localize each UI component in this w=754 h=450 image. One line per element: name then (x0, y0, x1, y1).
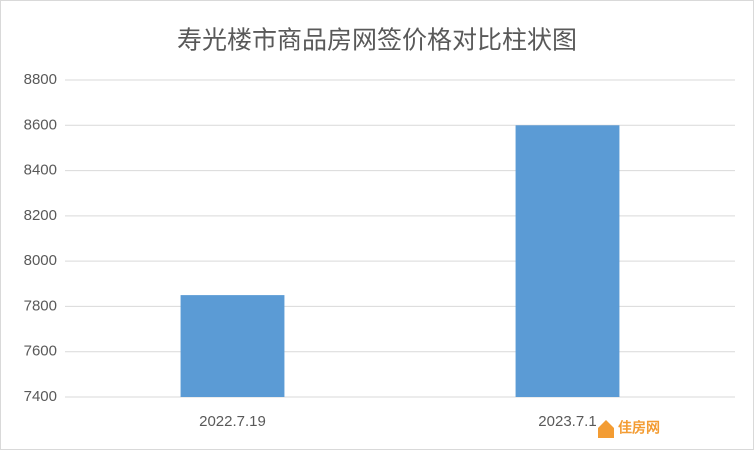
y-tick-label: 8600 (24, 116, 57, 133)
x-tick-label: 2023.7.1 (538, 413, 596, 430)
y-tick-label: 7600 (24, 343, 57, 360)
y-tick-label: 8800 (24, 71, 57, 88)
y-tick-label: 7800 (24, 297, 57, 314)
watermark-group: 佳房网 (598, 420, 660, 438)
y-tick-label: 8200 (24, 207, 57, 224)
y-tick-label: 7400 (24, 388, 57, 405)
chart-title: 寿光楼市商品房网签价格对比柱状图 (177, 27, 577, 55)
watermark: 佳房网 (618, 420, 660, 436)
watermark-icon (598, 420, 614, 438)
y-tick-label: 8000 (24, 252, 57, 269)
bar (515, 125, 620, 398)
x-tick-label: 2022.7.19 (199, 413, 266, 430)
y-tick-label: 8400 (24, 162, 57, 179)
bar (180, 295, 285, 397)
